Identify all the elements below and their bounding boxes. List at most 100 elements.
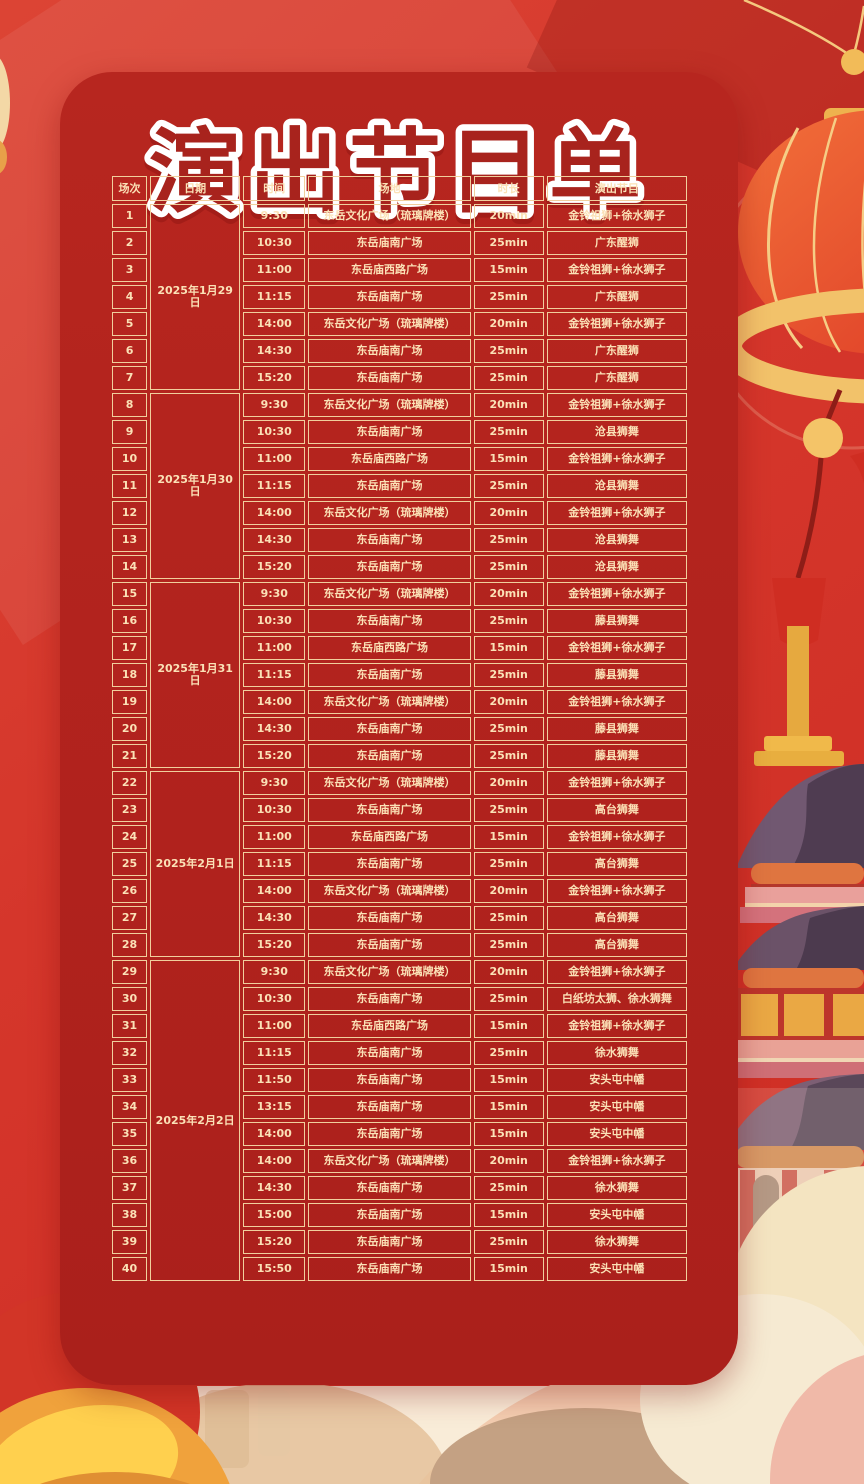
- cell-program: 金铃祖狮+徐水狮子: [546, 312, 687, 336]
- cell-venue: 东岳庙南广场: [308, 339, 471, 363]
- cell-venue: 东岳庙南广场: [308, 528, 471, 552]
- cell-duration: 25min: [473, 528, 544, 552]
- cell-program: 广东醒狮: [546, 366, 687, 390]
- cell-program: 高台狮舞: [546, 933, 687, 957]
- table-row: 9 10:30 东岳庙南广场 25min 沧县狮舞: [112, 420, 687, 444]
- cell-time: 14:30: [243, 528, 306, 552]
- table-row: 24 11:00 东岳庙西路广场 15min 金铃祖狮+徐水狮子: [112, 825, 687, 849]
- cell-duration: 15min: [473, 636, 544, 660]
- cell-session: 23: [112, 798, 148, 822]
- cell-time: 15:20: [243, 366, 306, 390]
- cell-venue: 东岳庙南广场: [308, 1230, 471, 1254]
- table-row: 23 10:30 东岳庙南广场 25min 高台狮舞: [112, 798, 687, 822]
- cell-session: 32: [112, 1041, 148, 1065]
- cell-duration: 25min: [473, 285, 544, 309]
- cell-program: 广东醒狮: [546, 231, 687, 255]
- cell-venue: 东岳庙南广场: [308, 906, 471, 930]
- cell-session: 28: [112, 933, 148, 957]
- cell-session: 2: [112, 231, 148, 255]
- table-row: 30 10:30 东岳庙南广场 25min 白纸坊太狮、徐水狮舞: [112, 987, 687, 1011]
- table-row: 29 2025年2月2日 9:30 东岳文化广场（琉璃牌楼） 20min 金铃祖狮+徐水狮…: [112, 960, 687, 1281]
- table-row: 12 14:00 东岳文化广场（琉璃牌楼） 20min 金铃祖狮+徐水狮子: [112, 501, 687, 525]
- cell-date: 2025年1月31日: [150, 582, 241, 768]
- cell-program: 徐水狮舞: [546, 1176, 687, 1200]
- cell-time: 14:30: [243, 717, 306, 741]
- cell-duration: 15min: [473, 447, 544, 471]
- cell-duration: 25min: [473, 339, 544, 363]
- cell-time: 11:15: [243, 1041, 306, 1065]
- cell-session: 14: [112, 555, 148, 579]
- cell-venue: 东岳文化广场（琉璃牌楼）: [308, 879, 471, 903]
- cell-time: 14:00: [243, 501, 306, 525]
- cell-duration: 25min: [473, 1176, 544, 1200]
- cell-venue: 东岳庙南广场: [308, 744, 471, 768]
- table-row: 15 2025年1月31日 9:30 东岳文化广场（琉璃牌楼） 20min 金铃祖狮+徐水…: [112, 582, 687, 768]
- schedule-table: 场次 日期 时间 场地 时长 演出节目 1 2025年1月29日 9:30 东岳文化广…: [109, 173, 690, 1284]
- cell-date: 2025年1月30日: [150, 393, 241, 579]
- cell-venue: 东岳庙南广场: [308, 1122, 471, 1146]
- cell-program: 金铃祖狮+徐水狮子: [546, 960, 687, 984]
- schedule-panel: [60, 72, 738, 1385]
- schedule-table-body: 1 2025年1月29日 9:30 东岳文化广场（琉璃牌楼） 20min 金铃祖狮+徐水狮…: [112, 204, 687, 1281]
- cell-venue: 东岳文化广场（琉璃牌楼）: [308, 690, 471, 714]
- cell-venue: 东岳庙南广场: [308, 933, 471, 957]
- cell-time: 14:00: [243, 1149, 306, 1173]
- cell-duration: 15min: [473, 1257, 544, 1281]
- cell-time: 9:30: [243, 204, 306, 228]
- cell-venue: 东岳文化广场（琉璃牌楼）: [308, 960, 471, 984]
- cell-date: 2025年1月29日: [150, 204, 241, 390]
- cell-duration: 15min: [473, 825, 544, 849]
- cell-session: 33: [112, 1068, 148, 1092]
- cell-duration: 20min: [473, 393, 544, 417]
- cell-duration: 20min: [473, 690, 544, 714]
- schedule-table-container: 场次 日期 时间 场地 时长 演出节目 1 2025年1月29日 9:30 东岳文化广…: [109, 173, 690, 1284]
- cell-duration: 25min: [473, 906, 544, 930]
- table-row: 16 10:30 东岳庙南广场 25min 藤县狮舞: [112, 609, 687, 633]
- cell-venue: 东岳庙南广场: [308, 663, 471, 687]
- cell-session: 36: [112, 1149, 148, 1173]
- table-row: 33 11:50 东岳庙南广场 15min 安头屯中幡: [112, 1068, 687, 1092]
- cell-time: 10:30: [243, 231, 306, 255]
- table-row: 32 11:15 东岳庙南广场 25min 徐水狮舞: [112, 1041, 687, 1065]
- cell-venue: 东岳庙南广场: [308, 1257, 471, 1281]
- cell-duration: 20min: [473, 312, 544, 336]
- table-row: 37 14:30 东岳庙南广场 25min 徐水狮舞: [112, 1176, 687, 1200]
- cell-venue: 东岳庙南广场: [308, 366, 471, 390]
- cell-program: 金铃祖狮+徐水狮子: [546, 1014, 687, 1038]
- cell-time: 13:15: [243, 1095, 306, 1119]
- table-row: 34 13:15 东岳庙南广场 15min 安头屯中幡: [112, 1095, 687, 1119]
- cell-venue: 东岳文化广场（琉璃牌楼）: [308, 204, 471, 228]
- cell-duration: 15min: [473, 1095, 544, 1119]
- table-row: 8 2025年1月30日 9:30 东岳文化广场（琉璃牌楼） 20min 金铃祖狮+徐水狮…: [112, 393, 687, 579]
- cell-session: 15: [112, 582, 148, 606]
- cell-date: 2025年2月1日: [150, 771, 241, 957]
- cell-session: 6: [112, 339, 148, 363]
- cell-time: 15:00: [243, 1203, 306, 1227]
- cell-time: 10:30: [243, 987, 306, 1011]
- cell-venue: 东岳文化广场（琉璃牌楼）: [308, 771, 471, 795]
- cell-session: 30: [112, 987, 148, 1011]
- cell-time: 11:00: [243, 1014, 306, 1038]
- building-silhouette: [258, 1390, 290, 1456]
- cell-duration: 20min: [473, 771, 544, 795]
- header-session: 场次: [112, 176, 148, 201]
- table-row: 7 15:20 东岳庙南广场 25min 广东醒狮: [112, 366, 687, 390]
- header-date: 日期: [150, 176, 241, 201]
- cell-session: 25: [112, 852, 148, 876]
- cell-program: 沧县狮舞: [546, 528, 687, 552]
- cell-venue: 东岳庙西路广场: [308, 1014, 471, 1038]
- table-row: 35 14:00 东岳庙南广场 15min 安头屯中幡: [112, 1122, 687, 1146]
- cell-session: 20: [112, 717, 148, 741]
- table-row: 31 11:00 东岳庙西路广场 15min 金铃祖狮+徐水狮子: [112, 1014, 687, 1038]
- cell-duration: 25min: [473, 1230, 544, 1254]
- cell-session: 17: [112, 636, 148, 660]
- table-row: 6 14:30 东岳庙南广场 25min 广东醒狮: [112, 339, 687, 363]
- cell-time: 10:30: [243, 420, 306, 444]
- cell-session: 29: [112, 960, 148, 984]
- cell-venue: 东岳庙南广场: [308, 987, 471, 1011]
- table-row: 26 14:00 东岳文化广场（琉璃牌楼） 20min 金铃祖狮+徐水狮子: [112, 879, 687, 903]
- cell-program: 金铃祖狮+徐水狮子: [546, 258, 687, 282]
- cell-time: 11:00: [243, 258, 306, 282]
- cell-program: 安头屯中幡: [546, 1122, 687, 1146]
- cell-program: 藤县狮舞: [546, 609, 687, 633]
